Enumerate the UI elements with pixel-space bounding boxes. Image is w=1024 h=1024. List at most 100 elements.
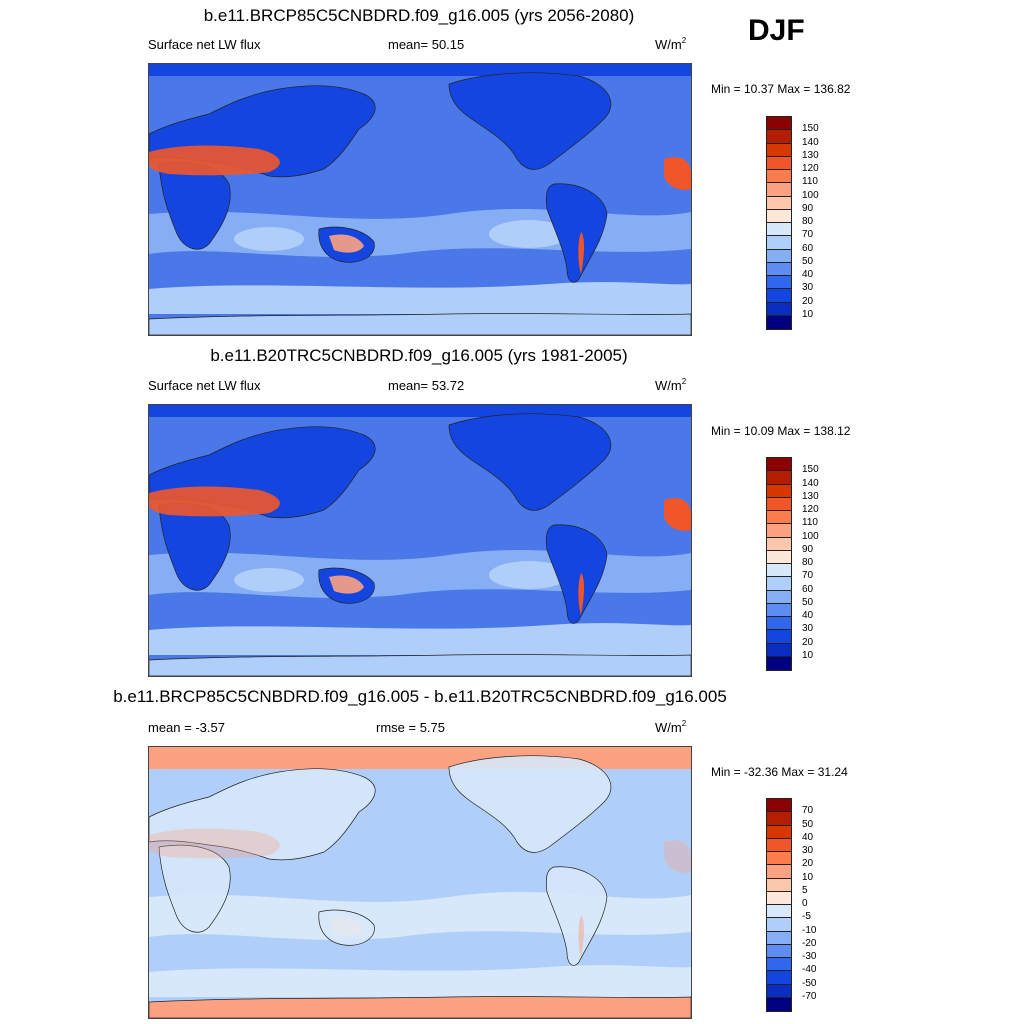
colorbar-label: -50	[802, 977, 817, 989]
colorbar-swatch	[767, 130, 791, 144]
panel2-units-sup: 2	[681, 377, 687, 386]
colorbar-label: -20	[802, 937, 817, 949]
colorbar-swatch	[767, 852, 791, 866]
colorbar-swatch	[767, 537, 791, 551]
colorbar-label: 60	[802, 583, 814, 595]
colorbar-label: 10	[802, 308, 814, 320]
colorbar-label: 120	[802, 163, 819, 174]
colorbar-label: 110	[802, 517, 818, 529]
panel1-units-text: W/m	[655, 37, 682, 52]
colorbar-swatch	[767, 156, 791, 170]
colorbar-swatch	[767, 643, 791, 657]
colorbar-label: 20	[802, 858, 814, 870]
colorbar-label: 10	[802, 871, 814, 883]
colorbar-swatch	[767, 603, 791, 617]
colorbar-swatch	[767, 524, 791, 538]
colorbar-label: -70	[802, 990, 817, 1002]
colorbar-label: 120	[802, 504, 819, 515]
colorbar-label: 70	[802, 570, 814, 582]
colorbar-label: 90	[802, 543, 814, 555]
colorbar-label: 150	[802, 464, 819, 476]
panel3-units-sup: 2	[681, 719, 687, 728]
colorbar-swatch	[767, 209, 791, 223]
colorbar-swatch	[767, 971, 791, 985]
colorbar-label: -10	[802, 924, 817, 936]
colorbar-label: 140	[802, 477, 819, 489]
panel3-mean-label: mean = -3.57	[148, 720, 225, 735]
panel3-title: b.e11.BRCP85C5CNBDRD.f09_g16.005 - b.e11…	[113, 687, 727, 706]
panel2-units-text: W/m	[655, 378, 682, 393]
colorbar-label: 40	[802, 610, 814, 621]
colorbar-swatch	[767, 183, 791, 197]
colorbar-label: 60	[802, 242, 814, 254]
colorbar-swatch	[767, 825, 791, 839]
panel1-colorbar	[766, 116, 792, 330]
colorbar-swatch	[767, 262, 791, 276]
colorbar-label: 30	[802, 845, 814, 856]
panel3-map	[148, 746, 692, 1019]
colorbar-swatch	[767, 577, 791, 591]
panel1-map	[148, 63, 692, 336]
colorbar-label: 90	[802, 202, 814, 214]
panel1-units: W/m2	[655, 36, 687, 52]
colorbar-label: 100	[802, 530, 819, 542]
colorbar-swatch	[767, 289, 791, 303]
panel1-units-sup: 2	[681, 36, 687, 45]
panel1-left-label: Surface net LW flux	[148, 37, 261, 52]
panel2-units: W/m2	[655, 377, 687, 393]
panel2-title: b.e11.B20TRC5CNBDRD.f09_g16.005 (yrs 198…	[210, 346, 628, 365]
colorbar-label: 50	[802, 818, 814, 830]
colorbar-label: 70	[802, 805, 814, 817]
colorbar-swatch	[767, 997, 791, 1011]
colorbar-label: 20	[802, 636, 814, 648]
colorbar-swatch	[767, 143, 791, 157]
colorbar-swatch	[767, 590, 791, 604]
colorbar-label: -30	[802, 951, 817, 962]
colorbar-swatch	[767, 276, 791, 290]
colorbar-swatch	[767, 958, 791, 972]
colorbar-label: 30	[802, 282, 814, 294]
panel3-colorbar	[766, 798, 792, 1012]
colorbar-swatch	[767, 511, 791, 525]
colorbar-swatch	[767, 315, 791, 329]
colorbar-swatch	[767, 302, 791, 316]
colorbar-swatch	[767, 617, 791, 631]
colorbar-swatch	[767, 656, 791, 670]
colorbar-label: 80	[802, 557, 814, 568]
colorbar-label: 50	[802, 255, 814, 267]
panel2-map	[148, 404, 692, 677]
panel3-units-text: W/m	[655, 720, 682, 735]
colorbar-label: 130	[802, 149, 819, 161]
colorbar-swatch	[767, 117, 791, 131]
colorbar-swatch	[767, 905, 791, 919]
colorbar-swatch	[767, 799, 791, 813]
colorbar-swatch	[767, 223, 791, 237]
colorbar-swatch	[767, 878, 791, 892]
colorbar-swatch	[767, 931, 791, 945]
colorbar-swatch	[767, 812, 791, 826]
colorbar-swatch	[767, 630, 791, 644]
colorbar-swatch	[767, 471, 791, 485]
colorbar-label: 140	[802, 136, 819, 148]
colorbar-swatch	[767, 984, 791, 998]
colorbar-label: 110	[802, 176, 818, 188]
panel3-minmax: Min = -32.36 Max = 31.24	[711, 765, 848, 779]
colorbar-label: 70	[802, 229, 814, 241]
colorbar-label: 130	[802, 490, 819, 502]
colorbar-label: 20	[802, 295, 814, 307]
colorbar-label: 50	[802, 596, 814, 608]
colorbar-swatch	[767, 918, 791, 932]
colorbar-swatch	[767, 236, 791, 250]
colorbar-label: 0	[802, 898, 808, 909]
colorbar-label: 10	[802, 649, 814, 661]
panel2-left-label: Surface net LW flux	[148, 378, 261, 393]
colorbar-label: 150	[802, 123, 819, 135]
colorbar-label: -5	[802, 911, 811, 923]
panel1-mean-label: mean= 50.15	[388, 37, 465, 52]
colorbar-swatch	[767, 838, 791, 852]
panel1-title: b.e11.BRCP85C5CNBDRD.f09_g16.005 (yrs 20…	[203, 6, 635, 25]
colorbar-label: 5	[802, 884, 808, 896]
colorbar-swatch	[767, 497, 791, 511]
colorbar-label: 30	[802, 623, 814, 635]
colorbar-swatch	[767, 458, 791, 472]
